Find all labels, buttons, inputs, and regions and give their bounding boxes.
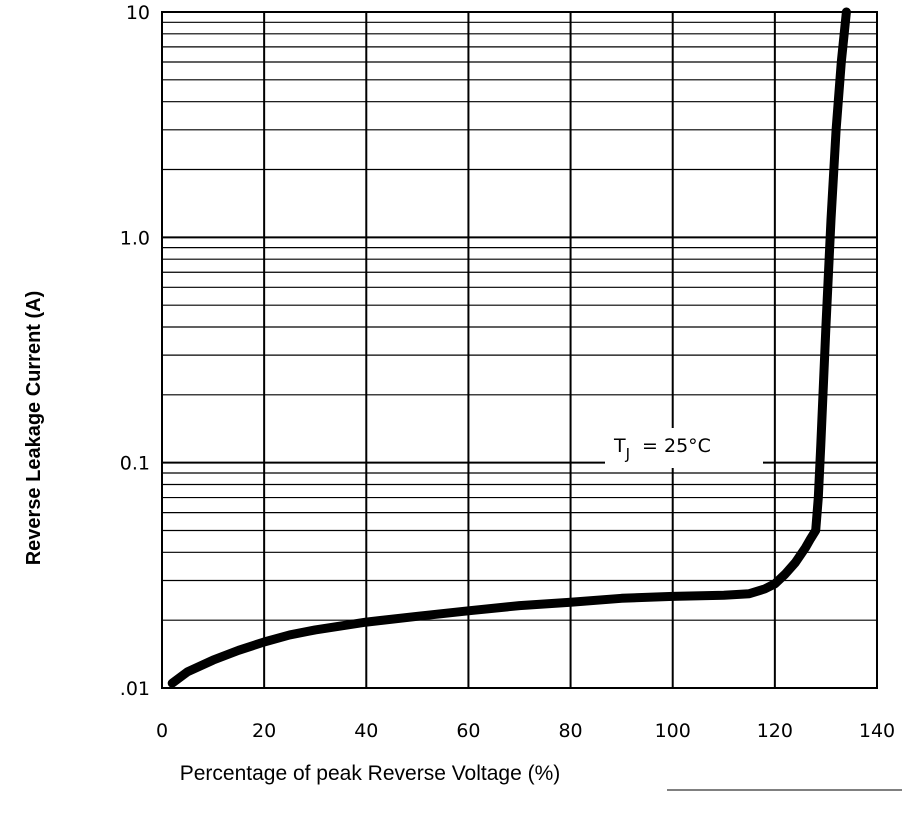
svg-text:TJ= 25°C: TJ = 25°C (613, 435, 711, 463)
plot-frame (161, 11, 878, 689)
x-tick-label: 100 (655, 720, 691, 742)
y-tick-label: .01 (120, 678, 150, 700)
annotation-subscript: J (625, 445, 630, 463)
y-tick-label: 1.0 (120, 227, 150, 249)
y-tick-label: 0.1 (120, 453, 150, 475)
annotation-tj: TJ = 25°C (605, 428, 763, 468)
x-tick-label: 140 (859, 720, 895, 742)
y-axis-label: Reverse Leakage Current (A) (23, 291, 45, 566)
series-line (167, 7, 851, 688)
x-tick-label: 60 (456, 720, 480, 742)
x-tick-label: 20 (252, 720, 276, 742)
series-curve (167, 7, 851, 688)
x-tick-label: 80 (558, 720, 582, 742)
annotation-value: = 25°C (642, 435, 711, 457)
x-tick-label: 120 (757, 720, 793, 742)
x-tick-label: 40 (354, 720, 378, 742)
y-tick-label: 10 (126, 2, 150, 24)
grid (162, 12, 877, 688)
annotation-t: T (613, 435, 626, 457)
x-tick-label: 0 (156, 720, 168, 742)
x-tick-labels: 0 20 40 60 80 100 120 140 (156, 720, 895, 742)
y-tick-labels: .01 0.1 1.0 10 (120, 2, 150, 700)
x-axis-label: Percentage of peak Reverse Voltage (%) (180, 762, 561, 785)
